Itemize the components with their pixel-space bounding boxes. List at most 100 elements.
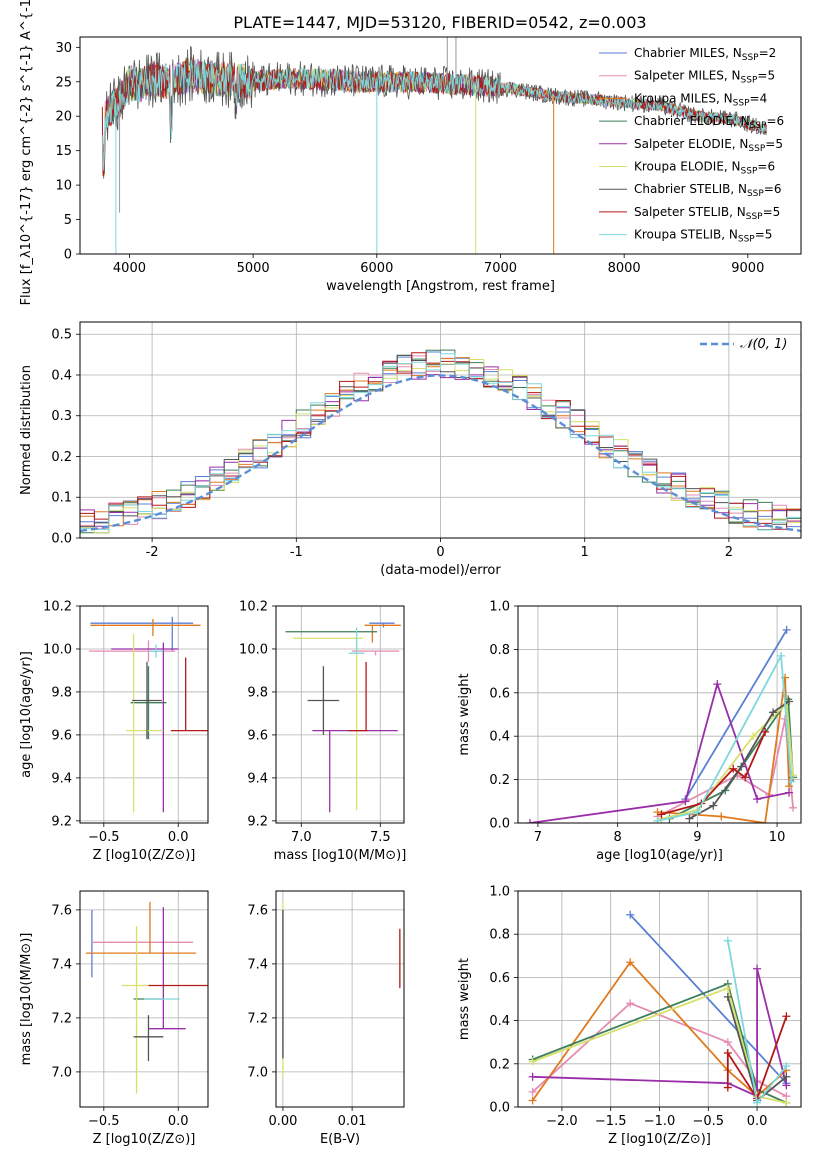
legend: Chabrier MILES, NSSP=2 Salpeter MILES, NS… (599, 46, 784, 245)
panels: Chabrier MILES, NSSP=2 Salpeter MILES, NS… (19, 0, 802, 1147)
axes-frame (275, 890, 405, 1108)
weight-marker (782, 1061, 791, 1070)
y-tick-label: 15 (55, 144, 72, 159)
gaussian-curve (80, 374, 801, 533)
x-tick-label: 7.0 (291, 830, 312, 845)
weight-marker (528, 1087, 537, 1096)
weight-line (657, 652, 793, 822)
y-tick-label: 0.8 (489, 928, 510, 943)
panel-mass-vs-EBV: 0.00 0.01 7.0 7.2 7.4 7.6 E(B-V) (247, 890, 405, 1147)
y-axis-label: mass weight (457, 958, 472, 1040)
plot-area (88, 616, 208, 813)
y-tick-label: 10.2 (43, 600, 72, 615)
residual-histogram (80, 353, 801, 538)
panel-residuals: 𝒩(0, 1) -2 -1 0 1 2 0.0 0.1 0.2 0.3 0.4 0.5 (data-mo… (19, 321, 802, 578)
weight-line (726, 1015, 788, 1101)
y-tick-label: 0.8 (489, 643, 510, 658)
x-tick-label: 1 (581, 545, 589, 560)
x-tick-label: −1.5 (595, 1114, 627, 1129)
weight-marker (729, 764, 738, 773)
weight-marker (693, 808, 702, 817)
x-tick-label: 8000 (608, 261, 641, 276)
x-axis-label: wavelength [Angstrom, rest frame] (326, 279, 555, 294)
weight-marker (723, 992, 732, 1001)
residual-histogram (80, 351, 801, 538)
errorbar-point (364, 624, 401, 643)
y-tick-label: 0.0 (489, 817, 510, 832)
y-tick-label: 20 (55, 110, 72, 125)
legend-label: Kroupa ELODIE, NSSP=6 (634, 160, 775, 177)
weight-marker (717, 812, 726, 821)
y-tick-label: 7.4 (51, 957, 72, 972)
y-tick-label: 9.6 (247, 728, 268, 743)
panel-massweight-vs-Z: −2.0 −1.5 −1.0 −0.5 0.0 0.0 0.2 0.4 0.6 0.8 1.0 Z [… (457, 885, 802, 1147)
x-tick-label: 0.00 (268, 1114, 297, 1129)
y-tick-label: 0.6 (489, 971, 510, 986)
weight-marker (785, 697, 794, 706)
errorbar-point (351, 650, 400, 656)
x-tick-label: 9 (693, 830, 701, 845)
x-tick-label: -1 (290, 545, 303, 560)
weight-marker (626, 910, 635, 919)
weight-marker (769, 708, 778, 717)
x-tick-label: 7000 (484, 261, 517, 276)
weight-marker (782, 1012, 791, 1021)
y-tick-label: 7.0 (51, 1065, 72, 1080)
weight-line (532, 987, 787, 1104)
x-axis-label: Z [log10(Z/Z⊙)] (93, 848, 196, 863)
x-tick-label: −1.0 (644, 1114, 676, 1129)
y-tick-label: 0.0 (489, 1101, 510, 1116)
x-tick-label: 0.01 (338, 1114, 367, 1129)
legend-label: Kroupa STELIB, NSSP=5 (634, 228, 772, 245)
y-tick-label: 7.4 (247, 957, 268, 972)
axes-frame (79, 605, 209, 824)
y-tick-label: 1.0 (489, 885, 510, 900)
weight-marker (753, 795, 762, 804)
weight-marker (525, 819, 534, 823)
errorbar-point (126, 633, 164, 813)
weight-marker (777, 651, 786, 660)
y-tick-label: 9.2 (51, 814, 72, 829)
y-axis-label: age [log10(age/yr)] (19, 651, 34, 778)
y-tick-label: 0.5 (51, 328, 72, 343)
plot-area (282, 901, 401, 1078)
y-tick-label: 7.6 (51, 903, 72, 918)
x-axis-label: mass [log10(M/M⊙)] (274, 848, 407, 863)
plot-area (101, 37, 767, 254)
x-tick-label: −2.0 (546, 1114, 578, 1129)
x-tick-label: 0 (436, 545, 444, 560)
weight-marker (782, 625, 791, 634)
x-tick-label: −0.5 (693, 1114, 725, 1129)
panel-massweight-vs-age: 7 8 9 10 0.0 0.2 0.4 0.6 0.8 1.0 age [log10(age/yr… (457, 600, 802, 863)
y-tick-label: 10 (55, 179, 72, 194)
errorbar-point (130, 666, 167, 740)
errorbar-point (348, 627, 365, 654)
legend-label: 𝒩(0, 1) (740, 337, 787, 352)
x-tick-label: 4000 (113, 261, 146, 276)
weight-marker (789, 803, 798, 812)
x-tick-label: -2 (146, 545, 159, 560)
weight-marker (761, 727, 770, 736)
weight-marker (681, 797, 690, 806)
legend-label: Kroupa MILES, NSSP=4 (634, 91, 767, 108)
weight-marker (626, 999, 635, 1008)
errorbar-point (307, 666, 340, 735)
y-axis-label: mass [log10(M/M⊙)] (19, 933, 34, 1066)
errorbar-point (132, 661, 162, 740)
weight-marker (723, 1083, 732, 1092)
y-tick-label: 0.4 (51, 368, 72, 383)
x-tick-label: 8 (614, 830, 622, 845)
y-tick-label: 7.6 (247, 903, 268, 918)
legend-label: Chabrier ELODIE, NSSP=6 (634, 114, 784, 131)
y-tick-label: 5 (64, 213, 72, 228)
panel-age-vs-Z: −0.5 0.0 9.2 9.4 9.6 9.8 10.0 10.2 Z [log10(Z/Z⊙… (19, 600, 209, 863)
weight-marker (528, 1057, 537, 1066)
y-tick-label: 0.3 (51, 409, 72, 424)
errorbar-point (170, 657, 208, 732)
x-tick-label: −0.5 (88, 830, 120, 845)
x-tick-label: −0.5 (88, 1114, 120, 1129)
y-tick-label: 9.8 (51, 685, 72, 700)
axes-frame (275, 605, 405, 824)
